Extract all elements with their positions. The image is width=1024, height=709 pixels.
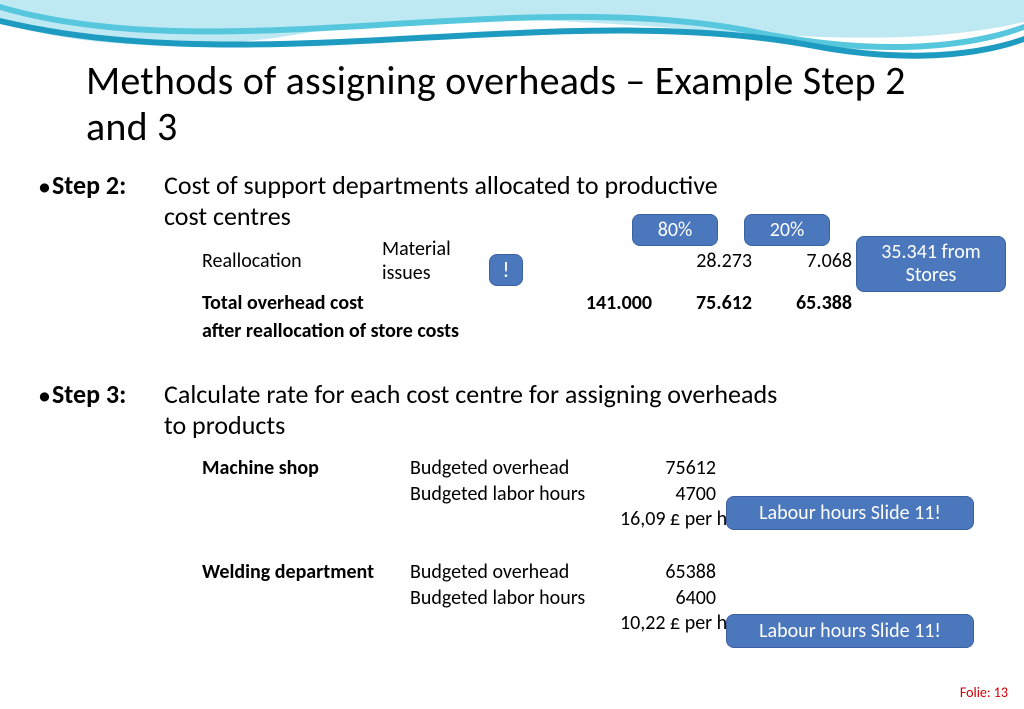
step2-heading: • Step 2: Cost of support departments al… bbox=[38, 170, 998, 231]
reallocation-col1: 28.273 bbox=[652, 249, 752, 273]
machine-lh-label: Budgeted labor hours bbox=[410, 482, 620, 506]
slide-title: Methods of assigning overheads – Example… bbox=[86, 58, 966, 149]
welding-name: Welding department bbox=[202, 560, 410, 584]
slide: Methods of assigning overheads – Example… bbox=[0, 0, 1024, 709]
welding-oh-row: Welding department Budgeted overhead 653… bbox=[202, 559, 998, 585]
pct20-box: 20% bbox=[744, 214, 830, 246]
total-row: Total overhead cost 141.000 75.612 65.38… bbox=[202, 289, 902, 317]
welding-oh-val: 65388 bbox=[620, 560, 716, 584]
machine-oh-val: 75612 bbox=[620, 456, 716, 480]
total-sub-row: after reallocation of store costs bbox=[202, 317, 902, 345]
bullet-dot-3: • bbox=[38, 379, 52, 411]
stores-box: 35.341 from Stores bbox=[856, 236, 1006, 292]
welding-lh-val: 6400 bbox=[620, 586, 716, 610]
step3-heading: • Step 3: Calculate rate for each cost c… bbox=[38, 379, 998, 440]
step3-label: Step 3: bbox=[52, 379, 164, 410]
pct80-box: 80% bbox=[632, 214, 718, 246]
reallocation-desc: Material issues bbox=[382, 237, 502, 285]
machine-oh-label: Budgeted overhead bbox=[410, 456, 620, 480]
total-col1: 75.612 bbox=[652, 291, 752, 315]
welding-annot-box: Labour hours Slide 11! bbox=[726, 614, 974, 648]
bullet-dot: • bbox=[38, 170, 52, 202]
reallocation-label: Reallocation bbox=[202, 249, 382, 273]
machine-oh-row: Machine shop Budgeted overhead 75612 bbox=[202, 455, 998, 481]
welding-oh-label: Budgeted overhead bbox=[410, 560, 620, 584]
step3-table: Machine shop Budgeted overhead 75612 Bud… bbox=[202, 455, 998, 635]
step3-body: Calculate rate for each cost centre for … bbox=[164, 379, 804, 440]
slide-number: Folie: 13 bbox=[960, 684, 1008, 701]
welding-lh-row: Budgeted labor hours 6400 bbox=[202, 585, 998, 611]
content-area: • Step 2: Cost of support departments al… bbox=[38, 170, 998, 669]
welding-lh-label: Budgeted labor hours bbox=[410, 586, 620, 610]
total-col0: 141.000 bbox=[552, 291, 652, 315]
total-col2: 65.388 bbox=[752, 291, 852, 315]
machine-name: Machine shop bbox=[202, 456, 410, 480]
machine-lh-val: 4700 bbox=[620, 482, 716, 506]
machine-annot-box: Labour hours Slide 11! bbox=[726, 496, 974, 530]
total-sub-label: after reallocation of store costs bbox=[202, 319, 852, 343]
step2-label: Step 2: bbox=[52, 170, 164, 201]
reallocation-col2: 7.068 bbox=[752, 249, 852, 273]
step2-table: Reallocation Material issues 28.273 7.06… bbox=[202, 233, 902, 345]
exclaim-box: ! bbox=[489, 254, 523, 286]
total-label: Total overhead cost bbox=[202, 291, 502, 315]
